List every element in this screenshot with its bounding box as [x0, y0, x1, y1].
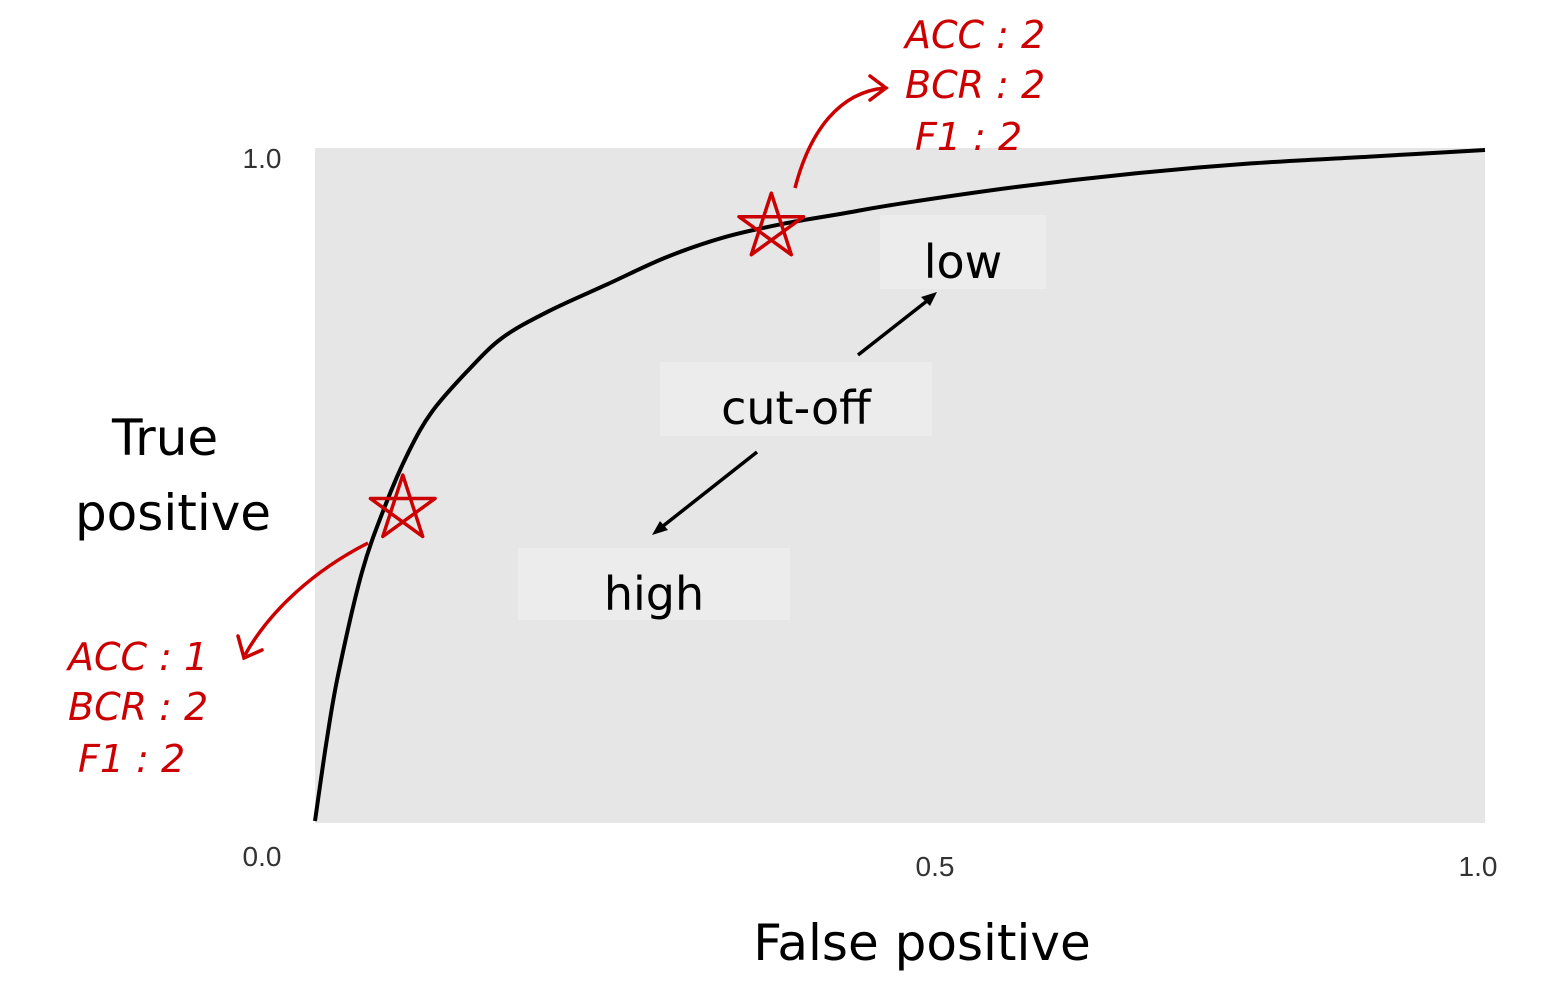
x-tick-label-right: 1.0 — [1459, 851, 1498, 882]
arrow-to-low — [856, 295, 934, 357]
x-tick-label-mid: 0.5 — [916, 851, 955, 882]
highlight-bottom: ACC : 1 BCR : 2 F1 : 2 — [65, 473, 437, 781]
top-bcr-score: BCR : 2 — [905, 63, 1045, 107]
pointer-arrow-head-top-icon — [868, 74, 889, 102]
pointer-arrow-bottom — [243, 541, 369, 656]
y-tick-label-bottom: 0.0 — [243, 841, 282, 872]
ticks: 1.0 0.0 0.5 1.0 — [243, 143, 1498, 882]
roc-curve-line — [313, 148, 1486, 822]
pointer-arrow-top — [793, 86, 886, 189]
pointer-arrow-head-bottom-icon — [236, 634, 264, 661]
cutoff-annotation: cut-off — [721, 381, 872, 435]
star-marker-top-icon — [737, 191, 806, 257]
bottom-acc-score: ACC : 1 — [65, 635, 208, 679]
star-marker-bottom-icon — [368, 473, 437, 539]
y-tick-label-top: 1.0 — [243, 143, 282, 174]
low-annotation: low — [924, 235, 1003, 289]
high-annotation: high — [604, 567, 704, 621]
top-acc-score: ACC : 2 — [902, 13, 1045, 57]
highlight-top: ACC : 2 BCR : 2 F1 : 2 — [737, 13, 1045, 257]
cutoff-label-box — [660, 362, 932, 436]
bottom-f1-score: F1 : 2 — [78, 737, 185, 781]
cutoff-arrows — [652, 292, 937, 535]
arrow-to-high — [656, 450, 759, 532]
top-f1-score: F1 : 2 — [915, 115, 1022, 159]
y-axis-label: True positive — [75, 409, 271, 542]
y-axis-label-line-1: True — [111, 409, 218, 467]
arrow-head-high-icon — [652, 521, 668, 535]
arrow-head-low-icon — [921, 292, 937, 306]
low-label-box — [880, 215, 1046, 289]
x-axis-label: False positive — [753, 914, 1091, 972]
y-axis-label-line-2: positive — [75, 484, 271, 542]
high-label-box — [518, 548, 790, 620]
bottom-bcr-score: BCR : 2 — [68, 685, 208, 729]
